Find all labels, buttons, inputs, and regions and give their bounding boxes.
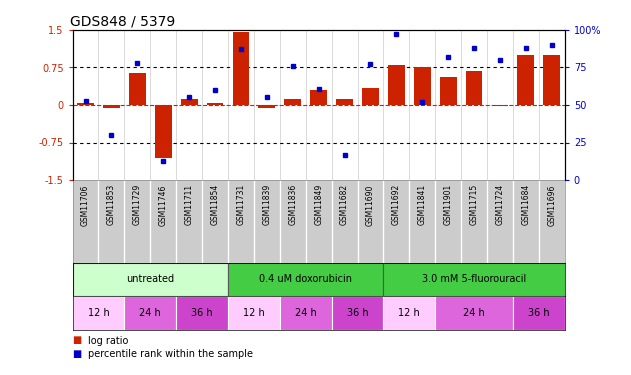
Text: GSM11853: GSM11853 [107, 184, 116, 225]
Text: GSM11715: GSM11715 [469, 184, 478, 225]
Text: GSM11731: GSM11731 [237, 184, 245, 225]
Text: GSM11901: GSM11901 [444, 184, 452, 225]
Text: GSM11854: GSM11854 [211, 184, 220, 225]
Bar [440, 78, 457, 105]
Text: 3.0 mM 5-fluorouracil: 3.0 mM 5-fluorouracil [422, 274, 526, 284]
Text: log ratio: log ratio [88, 336, 129, 345]
Bar [384, 262, 565, 296]
Text: 24 h: 24 h [295, 308, 317, 318]
Text: GSM11839: GSM11839 [262, 184, 271, 225]
Bar [176, 296, 228, 330]
Bar [466, 71, 483, 105]
Text: GSM11682: GSM11682 [340, 184, 349, 225]
Bar [492, 105, 509, 106]
Text: 36 h: 36 h [191, 308, 213, 318]
Bar [206, 102, 223, 105]
Bar [103, 105, 120, 108]
Text: 24 h: 24 h [463, 308, 485, 318]
Text: 0.4 uM doxorubicin: 0.4 uM doxorubicin [259, 274, 352, 284]
Bar [362, 87, 379, 105]
Text: 24 h: 24 h [139, 308, 161, 318]
Bar [280, 296, 332, 330]
Text: GSM11706: GSM11706 [81, 184, 90, 225]
Bar [517, 55, 534, 105]
Bar [180, 99, 198, 105]
Bar [336, 99, 353, 105]
Text: 36 h: 36 h [346, 308, 369, 318]
Bar [285, 99, 301, 105]
Bar [155, 105, 172, 158]
Text: GSM11729: GSM11729 [133, 184, 142, 225]
Bar [233, 33, 249, 105]
Bar [388, 65, 405, 105]
Text: GSM11690: GSM11690 [366, 184, 375, 225]
Text: GSM11724: GSM11724 [495, 184, 504, 225]
Bar [124, 296, 176, 330]
Bar [332, 296, 384, 330]
Text: GDS848 / 5379: GDS848 / 5379 [70, 15, 175, 29]
Bar [73, 296, 124, 330]
Text: GSM11692: GSM11692 [392, 184, 401, 225]
Bar [73, 262, 228, 296]
Text: GSM11746: GSM11746 [159, 184, 168, 225]
Text: 36 h: 36 h [528, 308, 550, 318]
Bar [259, 105, 275, 108]
Text: GSM11696: GSM11696 [547, 184, 557, 225]
Bar [513, 296, 565, 330]
Bar [543, 55, 560, 105]
Text: GSM11711: GSM11711 [185, 184, 194, 225]
Bar [228, 296, 280, 330]
Text: 12 h: 12 h [398, 308, 420, 318]
Bar [77, 102, 94, 105]
Bar [310, 90, 327, 105]
Text: ■: ■ [73, 349, 85, 359]
Text: GSM11836: GSM11836 [288, 184, 297, 225]
Text: untreated: untreated [126, 274, 174, 284]
Bar [435, 296, 513, 330]
Bar [129, 72, 146, 105]
Text: ■: ■ [73, 336, 85, 345]
Text: GSM11849: GSM11849 [314, 184, 323, 225]
Text: GSM11841: GSM11841 [418, 184, 427, 225]
Text: 12 h: 12 h [243, 308, 265, 318]
Text: 12 h: 12 h [88, 308, 109, 318]
Text: percentile rank within the sample: percentile rank within the sample [88, 349, 253, 359]
Bar [228, 262, 384, 296]
Bar [384, 296, 435, 330]
Bar [414, 68, 431, 105]
Text: GSM11684: GSM11684 [521, 184, 531, 225]
